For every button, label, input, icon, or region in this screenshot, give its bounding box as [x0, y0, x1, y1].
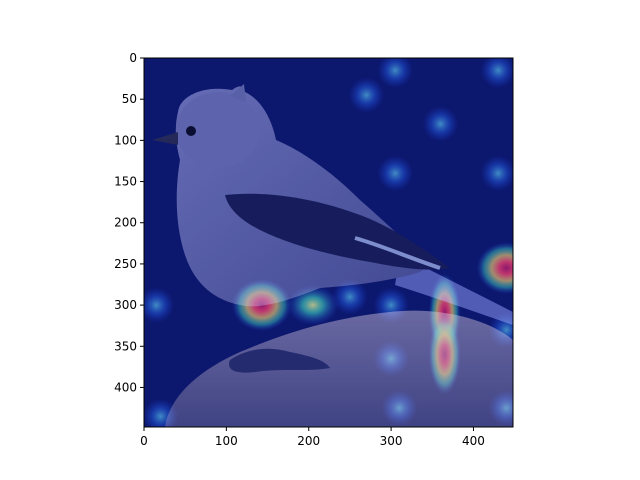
y-tick-label: 50 — [122, 92, 137, 106]
y-tick-label: 350 — [114, 339, 137, 353]
x-tick-label: 300 — [380, 434, 403, 448]
heatmap-tint — [144, 58, 513, 427]
heatmap-hotspot — [144, 287, 175, 324]
bird-crest — [230, 84, 246, 102]
heatmap-hotspot — [348, 77, 385, 114]
heatmap-hotspot — [422, 105, 459, 142]
heatmap-hotspot — [476, 242, 513, 295]
heatmap-hotspot — [480, 58, 513, 89]
axes-frame — [143, 57, 514, 428]
y-tick-label: 400 — [114, 380, 137, 394]
heatmap-overlay — [144, 58, 513, 427]
bird-feet — [229, 348, 330, 373]
x-tick-label: 400 — [462, 434, 485, 448]
x-tick-label: 0 — [140, 434, 148, 448]
wing-stripe — [354, 236, 441, 270]
y-tick-label: 100 — [114, 133, 137, 147]
heatmap-hotspot — [377, 155, 414, 192]
y-tick-label: 150 — [114, 175, 137, 189]
heatmap-hotspot — [488, 390, 513, 427]
y-tick-label: 250 — [114, 257, 137, 271]
heatmap-hotspot — [286, 285, 339, 326]
x-tick-label: 100 — [215, 434, 238, 448]
heatmap-hotspot — [331, 278, 368, 315]
y-tick-label: 0 — [129, 51, 137, 65]
heatmap-hotspot — [373, 287, 410, 324]
heatmap-hotspot — [373, 340, 410, 377]
bird-eye — [186, 126, 196, 136]
heatmap-hotspot — [428, 314, 461, 395]
x-axis: 0 100 200 300 400 — [140, 427, 485, 448]
heatmap-hotspot — [144, 398, 179, 427]
bird-head — [176, 92, 260, 168]
heatmap-hotspot — [381, 390, 418, 427]
bird-beak — [152, 132, 178, 145]
heatmap-hotspot — [480, 155, 513, 192]
y-tick-label: 300 — [114, 298, 137, 312]
y-tick-label: 200 — [114, 216, 137, 230]
heatmap-hotspot — [377, 58, 414, 89]
heatmap-hotspot — [488, 311, 513, 348]
y-axis: 0 50 100 150 200 250 300 350 400 — [114, 51, 144, 394]
rock — [165, 310, 513, 427]
heatmap-hotspot — [231, 279, 292, 332]
x-tick-label: 200 — [297, 434, 320, 448]
